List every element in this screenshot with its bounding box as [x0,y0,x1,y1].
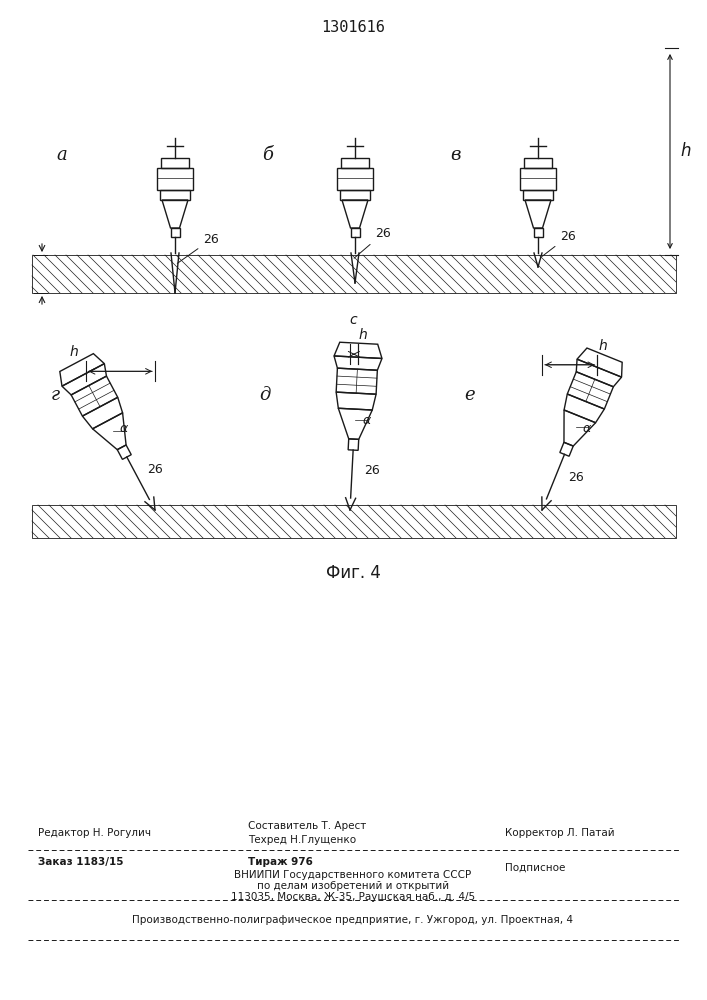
Text: 26: 26 [542,230,575,256]
Text: 26: 26 [147,463,163,476]
Text: а: а [57,146,67,164]
Text: б: б [262,146,274,164]
Text: Фиг. 4: Фиг. 4 [325,564,380,582]
Text: h: h [598,339,607,353]
Text: 1301616: 1301616 [321,20,385,35]
Text: е: е [464,386,475,404]
Bar [341,158,369,168]
Text: в: в [450,146,460,164]
Text: Редактор Н. Рогулич: Редактор Н. Рогулич [38,828,151,838]
Text: h: h [358,328,367,342]
Bar [534,228,542,237]
Text: Заказ 1183/15: Заказ 1183/15 [38,857,124,867]
Bar [524,158,552,168]
Text: г: г [50,386,59,404]
Text: 26: 26 [177,233,218,263]
Text: 113035, Москва, Ж-35, Раушская наб., д. 4/5: 113035, Москва, Ж-35, Раушская наб., д. … [231,892,475,902]
Bar [520,168,556,190]
Text: Подписное: Подписное [505,863,566,873]
Text: α: α [583,422,591,435]
Text: h: h [680,142,691,160]
Text: 26: 26 [354,227,391,258]
Text: д: д [259,386,271,404]
Text: с: с [349,313,357,327]
Text: 26: 26 [568,471,584,484]
Bar [337,168,373,190]
Text: α: α [119,422,128,435]
Text: α: α [363,414,371,427]
Bar [523,190,553,200]
Bar [351,228,359,237]
Text: Техред Н.Глущенко: Техред Н.Глущенко [248,835,356,845]
Bar [157,168,193,190]
Bar [160,190,190,200]
Text: h: h [69,345,78,359]
Text: Тираж 976: Тираж 976 [248,857,313,867]
Text: Корректор Л. Патай: Корректор Л. Патай [505,828,614,838]
Bar [32,505,676,538]
Text: Составитель Т. Арест: Составитель Т. Арест [248,821,366,831]
Text: Производственно-полиграфическое предприятие, г. Ужгород, ул. Проектная, 4: Производственно-полиграфическое предприя… [132,915,573,925]
Bar [161,158,189,168]
Text: по делам изобретений и открытий: по делам изобретений и открытий [257,881,449,891]
Bar [32,255,676,293]
Bar [170,228,180,237]
Bar [340,190,370,200]
Text: ВНИИПИ Государственного комитета СССР: ВНИИПИ Государственного комитета СССР [235,870,472,880]
Text: 26: 26 [364,464,380,477]
